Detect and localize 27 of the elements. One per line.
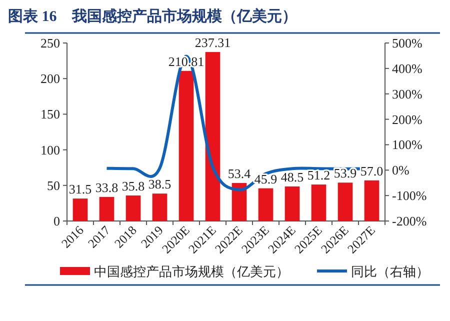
- y2-tick-label: -100%: [392, 188, 427, 204]
- y2-tick-label: 0%: [392, 162, 410, 178]
- y2-tick-label: 200%: [392, 112, 422, 127]
- y2-tick-label: -200%: [392, 214, 427, 228]
- y-tick-label: 0: [54, 214, 60, 228]
- text: 57.0: [360, 163, 384, 178]
- y2-tick-label: 400%: [392, 60, 422, 76]
- y2-tick-label: 500%: [392, 36, 422, 50]
- y-tick-label: 250: [40, 36, 60, 50]
- text: 53.4: [228, 166, 251, 181]
- text: 31.5: [68, 182, 92, 197]
- text: 38.5: [148, 176, 172, 192]
- legend-label: 同比（右轴）: [351, 264, 429, 279]
- legend-label: 中国感控产品市场规模（亿美元）: [94, 264, 289, 279]
- text: 48.5: [280, 169, 304, 184]
- y-tick-label: 50: [47, 178, 60, 193]
- y2-tick-label: 100%: [392, 137, 422, 152]
- y2-tick-label: 300%: [392, 86, 422, 102]
- text: 237.31: [194, 35, 231, 50]
- y-tick-label: 150: [40, 106, 60, 122]
- y-tick-label: 100: [40, 142, 60, 158]
- y-tick-label: 200: [40, 71, 60, 86]
- text: 35.8: [122, 178, 145, 194]
- text: 53.9: [334, 166, 357, 181]
- text: 33.8: [95, 180, 118, 195]
- title: 图表 16 我国感控产品市场规模（亿美元）: [8, 9, 297, 25]
- text: 51.2: [307, 168, 330, 183]
